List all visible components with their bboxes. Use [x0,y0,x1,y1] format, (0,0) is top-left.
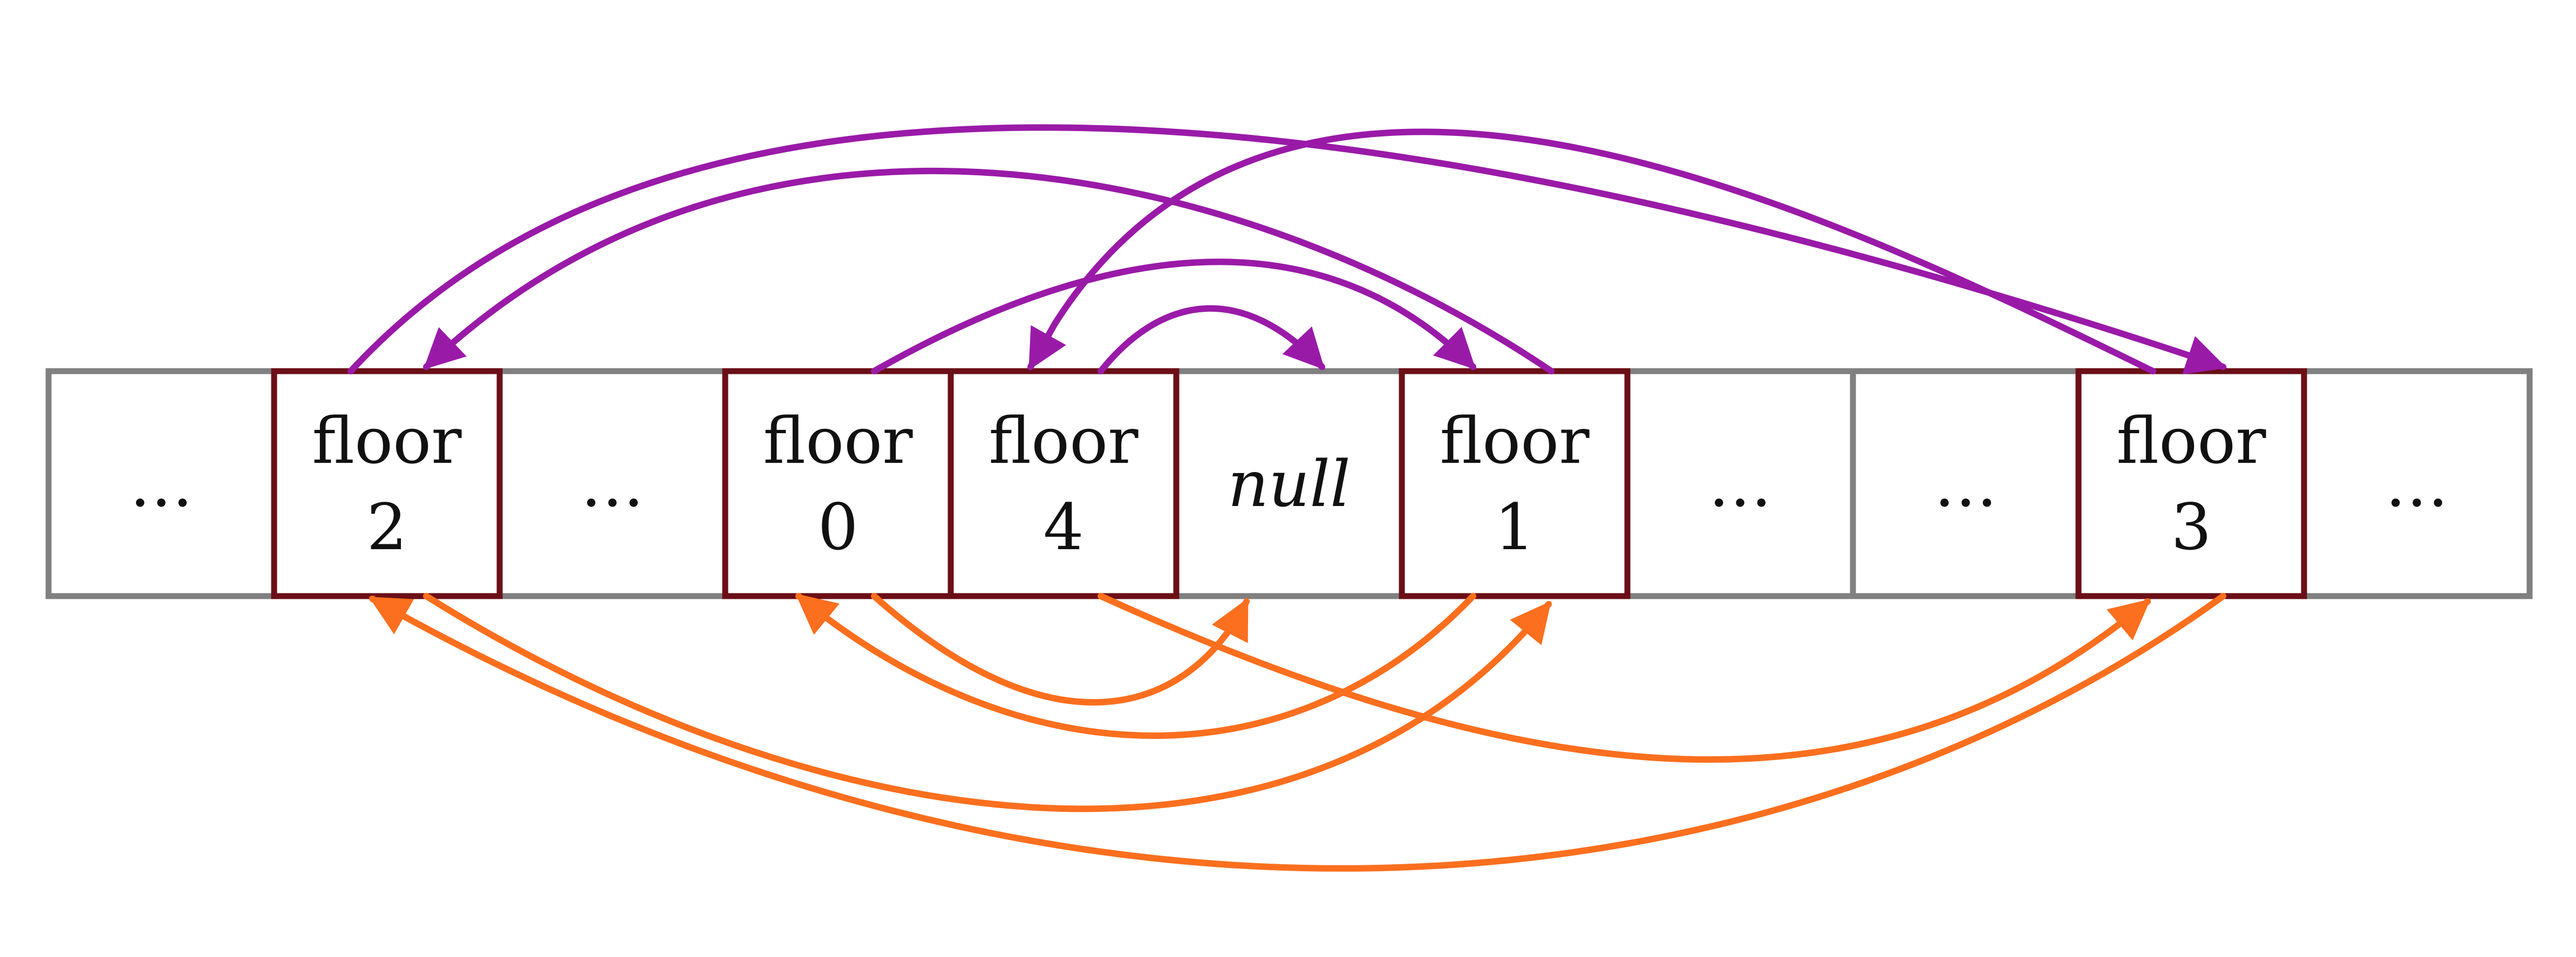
floor-cell-4: floor 4 [948,368,1180,599]
ellipsis-label: … [1934,447,1998,521]
floor-number: 3 [2171,490,2211,564]
ellipsis-cell: … [1934,447,1998,521]
forward-link-2-to-3 [347,124,2227,375]
floor-number: 0 [817,490,858,564]
floor-word: floor [312,404,462,478]
floor-cell-border [948,368,1180,599]
ellipsis-label: … [130,447,193,521]
forward-link-0-to-1 [871,258,1476,374]
forward-link-4-to-null [1098,305,1325,374]
floor-word: floor [989,404,1139,478]
backward-link-3-to-2 [369,593,2226,872]
floor-word: floor [763,404,913,478]
ellipsis-label: … [1708,447,1772,521]
forward-links [347,124,2227,375]
floor-cell-0: floor 0 [722,368,954,599]
floor-cell-border [271,368,503,599]
floor-cell-border [1399,368,1631,599]
floor-cell-1: floor 1 [1399,368,1631,599]
array-strip: … floor 2 … floor 0 floor 4 null floor 1 … … floor 3 … [45,368,2533,599]
null-cell: null [1228,447,1350,521]
ellipsis-cell: … [581,447,644,521]
ellipsis-cell: … [2385,447,2449,521]
floor-number: 2 [366,490,407,564]
forward-link-1-to-2 [423,167,1555,374]
backward-link-2-to-1 [423,593,1552,812]
backward-link-0-to-null [871,593,1250,706]
floor-cell-2: floor 2 [271,368,503,599]
ellipsis-label: … [2385,447,2449,521]
floor-word: floor [1440,404,1590,478]
ellipsis-cell: … [130,447,193,521]
ellipsis-label: … [581,447,644,521]
backward-link-4-to-3 [1098,593,2151,763]
forward-link-3-to-4 [1027,128,2156,374]
ellipsis-cell: … [1708,447,1772,521]
backward-link-1-to-0 [795,593,1476,739]
backward-links [369,593,2226,872]
null-label: null [1228,447,1350,521]
floor-cell-3: floor 3 [2075,368,2307,599]
floor-word: floor [2116,404,2266,478]
floor-number: 1 [1494,490,1535,564]
floor-number: 4 [1043,490,1083,564]
